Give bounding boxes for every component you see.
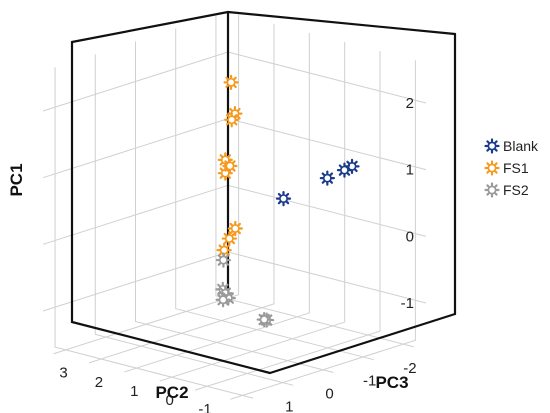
pc3-gridline [230,60,416,400]
legend: Blank FS1 FS2 [484,138,539,198]
pc2-tick-label: 2 [245,411,253,413]
pc3-gridline [194,51,381,391]
pc1-tick-label: -1 [401,295,414,312]
fs1-point [223,74,239,90]
pc2-axis-title: PC2 [155,383,188,402]
fs1-point [221,230,237,247]
fs2-legend-label: FS2 [503,182,529,198]
fs2-point [256,311,272,328]
pc2-tick-label: 0 [325,386,333,403]
pc2-gridline [215,15,415,348]
fs1-point [222,158,238,174]
pc2-gridline [135,41,334,373]
fs1-legend-marker [484,160,500,176]
blank-legend-label: Blank [503,138,539,154]
fs2-point [215,252,232,268]
fs1-point [227,220,243,237]
pc1-gridline [42,251,427,312]
pc3-tick-label: 1 [130,383,138,400]
pc2-tick-label: -1 [363,373,376,390]
pc2-tick-label: 1 [285,398,293,413]
pc2-gridline [175,28,374,361]
frame-top-edges [70,10,457,44]
pc1-tick-label: 1 [406,162,414,179]
frame-front-floor-edges [70,312,457,375]
axis-titles: PC1 PC2 PC3 [7,163,409,402]
fs1-point [217,165,233,181]
pc1-tick-label: 2 [406,95,414,112]
pc3-tick-label: -2 [234,410,247,413]
pc2-gridline [54,67,254,399]
blank-point [336,162,353,178]
pc1-tick-label: 0 [406,228,414,245]
pc1-gridline [42,118,427,179]
fs2-legend-marker [484,182,500,198]
pc3-tick-label: 0 [166,392,174,409]
pc3-axis-title: PC3 [375,373,408,392]
pc3-gridline [88,23,275,364]
pc2-gridline [94,54,294,386]
pc2-tick-label: -2 [403,360,416,377]
fs1-legend-label: FS1 [503,160,529,176]
fs1-point [224,112,240,128]
pc3-tick-label: -1 [198,401,211,413]
blank-legend-marker [484,138,500,154]
pc3-tick-label: 3 [59,365,67,382]
blank-point [319,170,335,186]
pc1-axis-title: PC1 [7,163,26,196]
blank-point [275,191,292,207]
fs2-point [215,292,231,308]
pc3-gridline [159,42,346,382]
data-points [215,74,360,328]
pc3-tick-label: 2 [95,374,103,391]
pc3-gridline [53,14,240,355]
